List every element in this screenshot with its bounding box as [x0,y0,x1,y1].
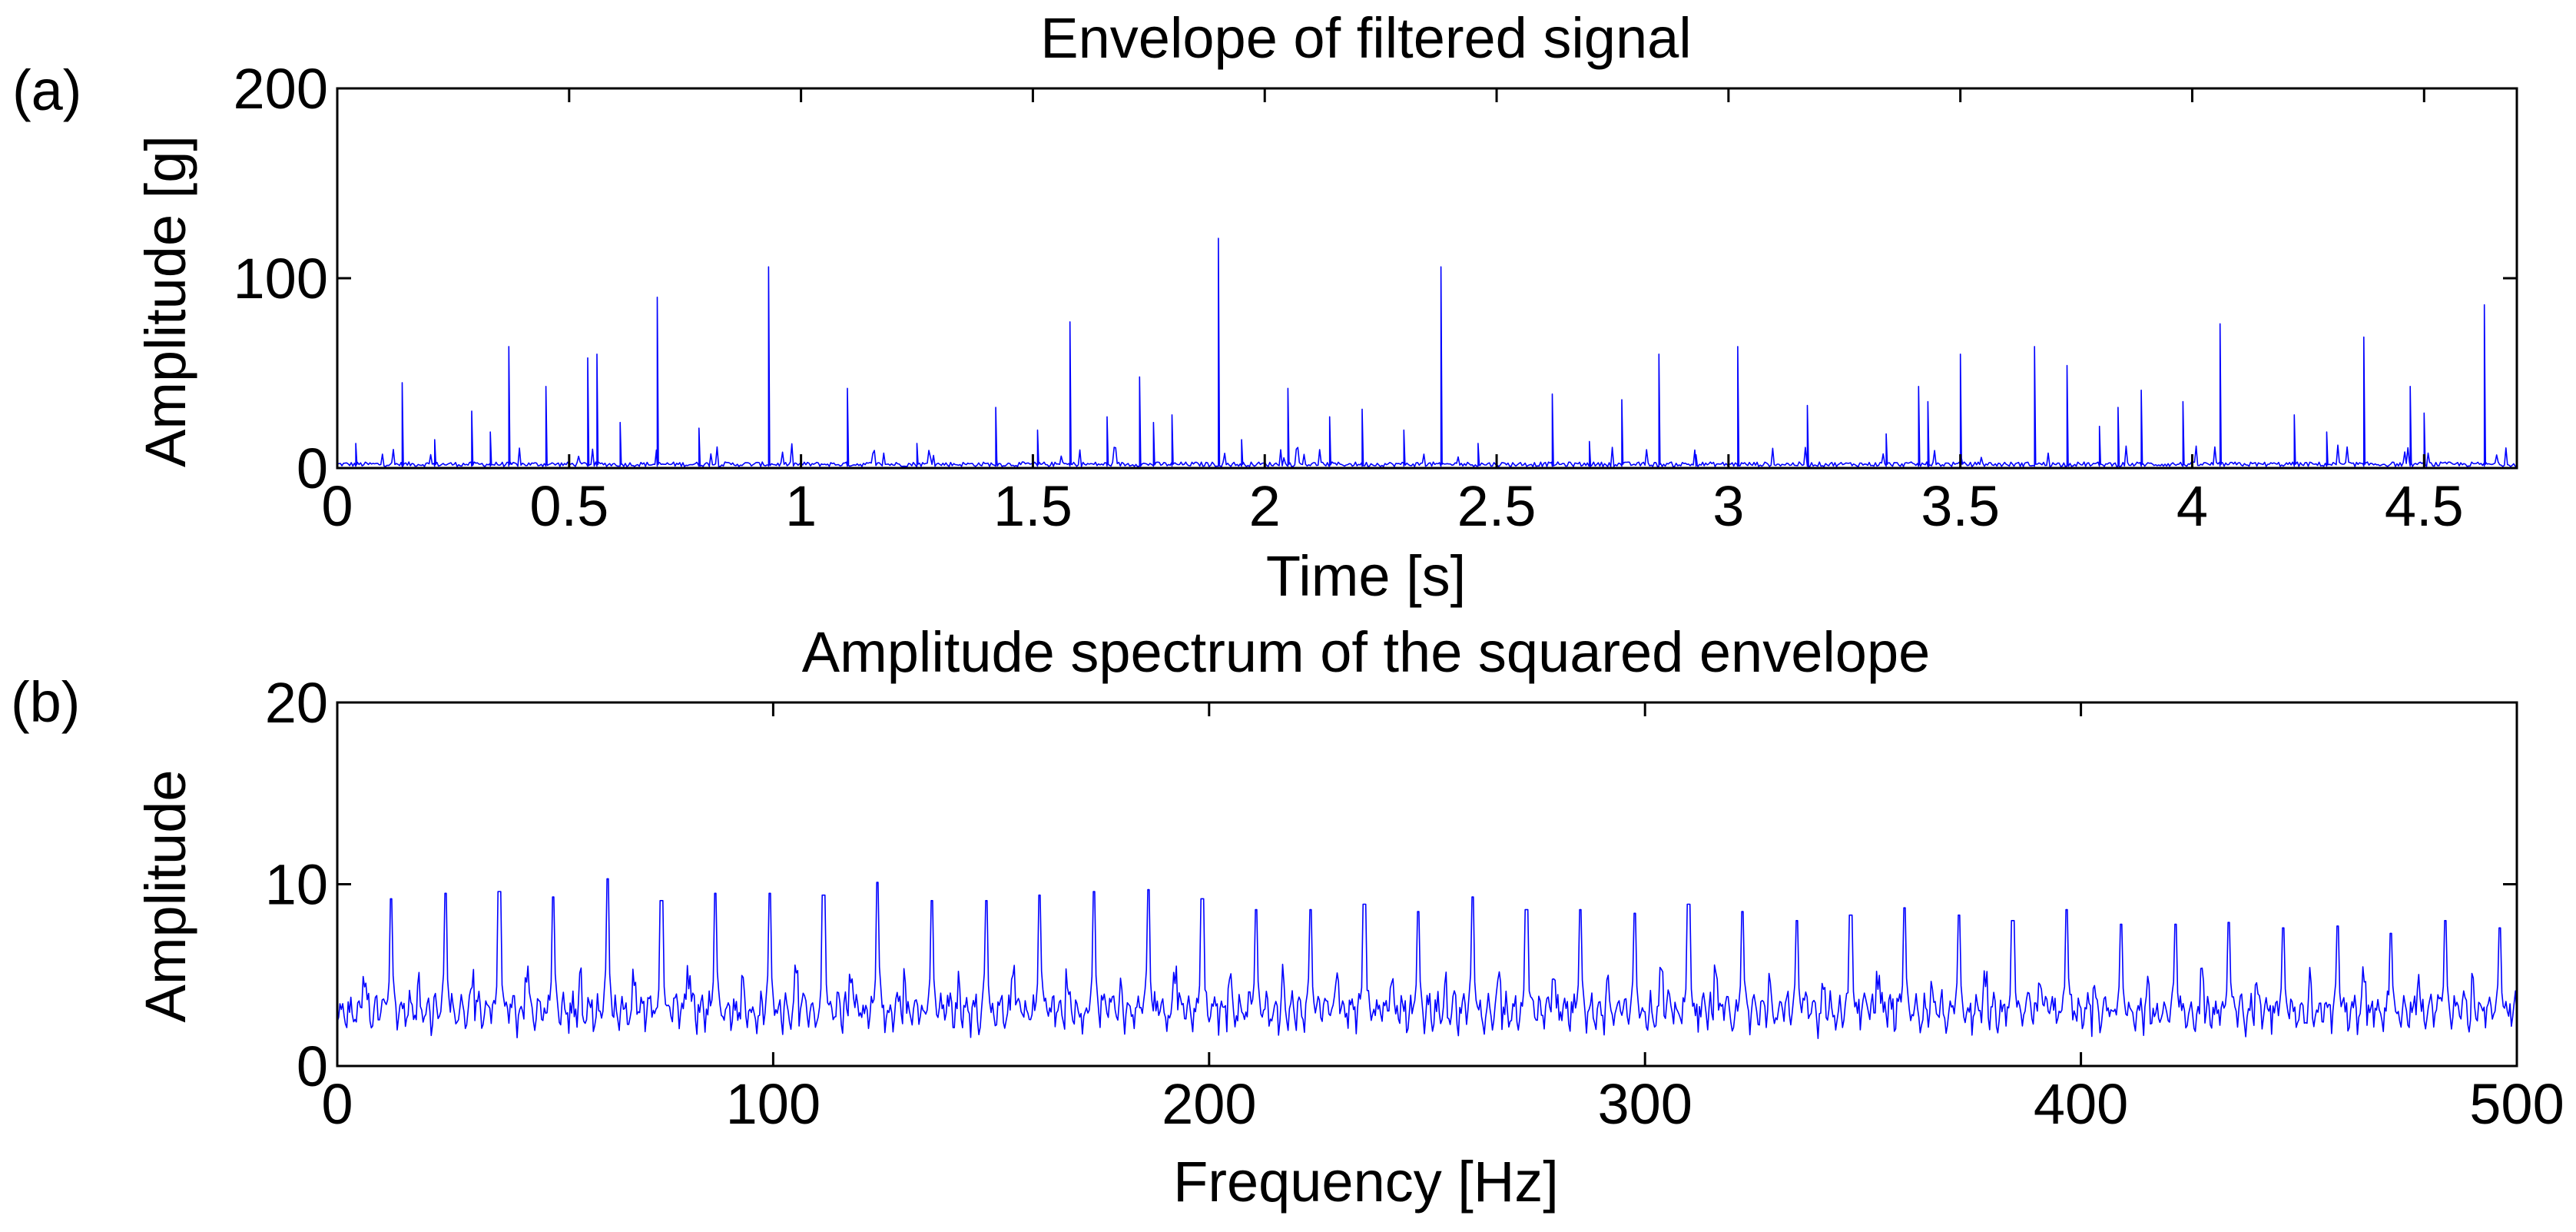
x-tick-label: 2 [1249,474,1281,538]
x-tick-label: 500 [2469,1072,2564,1136]
x-tick-label: 3 [1712,474,1744,538]
panel-b-x-axis-label: Frequency [Hz] [1173,1150,1559,1214]
x-tick-label: 100 [726,1072,821,1136]
panel-a-y-axis-label: Amplitude [g] [134,135,197,467]
y-tick-label: 20 [265,671,328,735]
series-line-path [337,237,2518,467]
panel-a-series-line [337,237,2518,467]
panel-a-title: Envelope of filtered signal [1040,6,1691,70]
x-tick-label: 2.5 [1457,474,1537,538]
panel-a-y-ticks: 0 100 200 [234,57,2517,500]
x-tick-label: 0.5 [529,474,608,538]
panel-b-label: (b) [11,670,80,734]
x-tick-label: 1.5 [993,474,1073,538]
y-tick-label: 10 [265,853,328,917]
x-tick-label: 3.5 [1921,474,2000,538]
panel-b-y-ticks: 0 10 20 [265,671,2517,1098]
panel-b-title: Amplitude spectrum of the squared envelo… [802,620,1931,684]
panel-a-envelope: (a) Envelope of filtered signal 0 0.5 1 1.5… [12,6,2518,608]
panel-a-label: (a) [12,58,81,122]
x-tick-label: 0 [321,474,353,538]
x-tick-label: 400 [2034,1072,2128,1136]
x-tick-label: 1 [785,474,817,538]
x-tick-label: 4 [2177,474,2208,538]
panel-b-series-line [337,878,2518,1039]
panel-a-x-ticks: 0 0.5 1 1.5 2 2.5 3 3.5 4 4.5 [321,88,2464,538]
x-tick-label: 200 [1162,1072,1256,1136]
y-tick-label: 100 [234,247,328,310]
panel-b-x-ticks: 0 100 200 300 400 500 [321,702,2564,1136]
x-tick-label: 0 [321,1072,353,1136]
y-tick-label: 200 [234,57,328,121]
y-tick-label: 0 [297,1034,328,1098]
panel-b-y-axis-label: Amplitude [134,769,197,1022]
y-tick-label: 0 [297,437,328,500]
x-tick-label: 4.5 [2385,474,2464,538]
series-line-path [337,878,2518,1039]
panel-a-x-axis-label: Time [s] [1266,544,1466,608]
panel-b-spectrum: (b) Amplitude spectrum of the squared en… [11,620,2564,1214]
x-tick-label: 300 [1597,1072,1692,1136]
